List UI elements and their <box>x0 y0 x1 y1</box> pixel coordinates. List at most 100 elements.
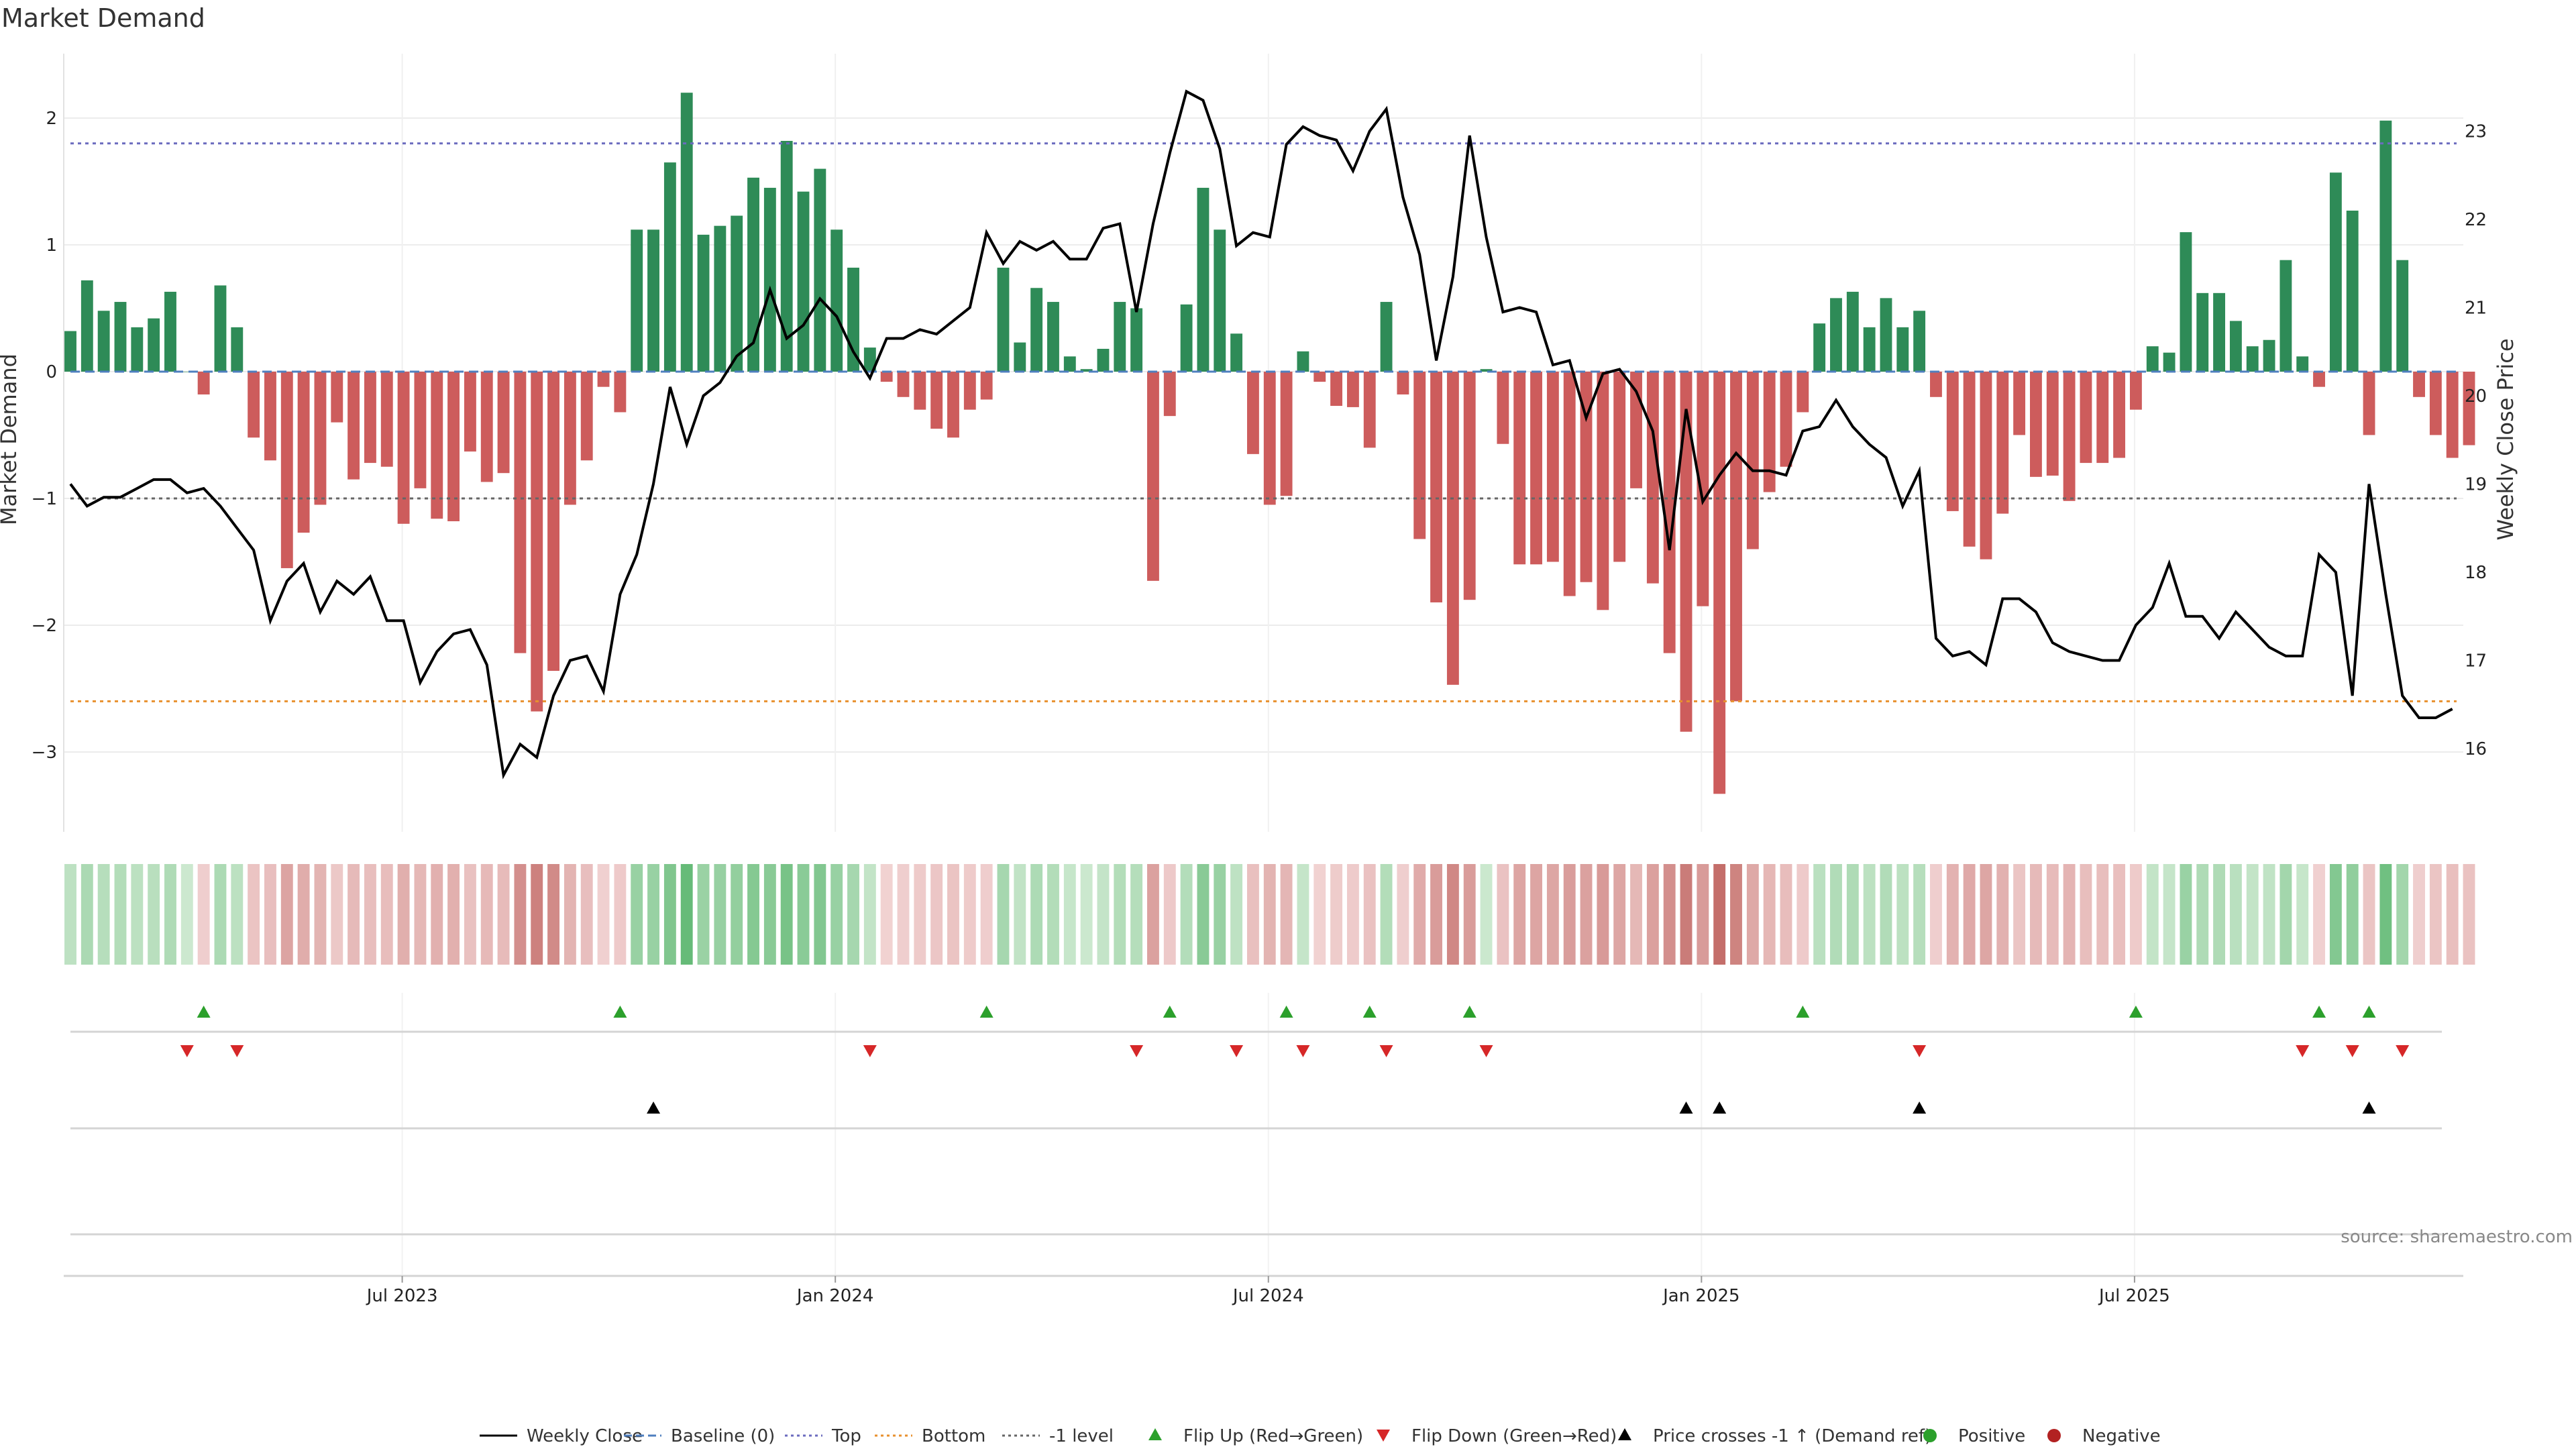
heat-cell <box>631 864 643 965</box>
demand-bar <box>2146 346 2159 372</box>
heat-cell <box>1397 864 1409 965</box>
demand-bar <box>231 327 244 372</box>
legend-label: Bottom <box>922 1426 985 1446</box>
signal-markers <box>70 1006 2442 1236</box>
demand-bar <box>1697 372 1709 606</box>
demand-bar <box>2229 321 2242 372</box>
demand-bar <box>1630 372 1642 488</box>
heat-cell <box>2413 864 2425 965</box>
y-axis-right-label: Weekly Close Price <box>2493 338 2518 540</box>
flip-up-marker <box>1462 1006 1477 1018</box>
demand-bar <box>380 372 393 467</box>
demand-bar <box>1713 372 1726 794</box>
demand-bar <box>830 229 843 372</box>
heat-cell <box>314 864 327 965</box>
heat-cell <box>1980 864 1992 965</box>
demand-bar <box>1646 372 1659 584</box>
demand-bar <box>64 331 76 372</box>
heat-cell <box>814 864 826 965</box>
legend-swatch-triangle-up <box>1618 1428 1631 1440</box>
heat-cell <box>347 864 360 965</box>
heat-cell <box>1313 864 1326 965</box>
demand-bar <box>2046 372 2059 476</box>
heat-cell <box>980 864 993 965</box>
heat-cell <box>663 864 676 965</box>
demand-bar <box>80 280 93 372</box>
heat-cell <box>1163 864 1176 965</box>
heat-cell <box>231 864 244 965</box>
y-right-tick-label: 18 <box>2465 563 2487 583</box>
demand-bar <box>148 318 160 372</box>
demand-bar <box>1830 298 1842 372</box>
heat-cell <box>1680 864 1693 965</box>
demand-bar <box>1047 302 1059 372</box>
y-right-tick-label: 20 <box>2465 386 2487 407</box>
demand-bar <box>447 372 460 522</box>
demand-bar <box>980 372 993 400</box>
demand-bar <box>397 372 410 524</box>
y-left-tick-label: −1 <box>32 489 57 509</box>
demand-bar <box>1746 372 1759 549</box>
demand-bar <box>1863 327 1876 372</box>
demand-bar <box>1946 372 1959 511</box>
demand-bar <box>2329 172 2342 372</box>
legend: Weekly Close Baseline (0) Top Bottom -1 leve… <box>480 1426 2161 1446</box>
demand-bar <box>1180 304 1193 372</box>
grid-layer <box>64 54 2463 1275</box>
demand-bar <box>2213 292 2226 372</box>
y-left-tick-label: 1 <box>46 235 57 256</box>
demand-bar <box>2080 372 2092 464</box>
legend-swatch-dot <box>1923 1429 1937 1442</box>
heat-cell <box>180 864 193 965</box>
chart-title: Market Demand <box>1 3 205 33</box>
x-tick-label: Jan 2025 <box>1662 1286 1740 1306</box>
demand-bar <box>897 372 910 397</box>
heat-cell <box>1263 864 1276 965</box>
demand-bar <box>331 372 343 423</box>
flip-up-marker <box>1279 1006 1293 1018</box>
demand-bar <box>963 372 976 410</box>
demand-bar <box>1313 372 1326 382</box>
flip-down-marker <box>2296 1045 2310 1057</box>
demand-bar <box>1263 372 1276 505</box>
demand-bar <box>614 372 627 413</box>
demand-bar <box>2363 372 2375 435</box>
heat-cell <box>1430 864 1442 965</box>
heat-cell <box>763 864 776 965</box>
demand-bar <box>1130 308 1143 372</box>
demand-bar <box>997 268 1010 372</box>
demand-bar <box>1463 372 1476 600</box>
demand-bar <box>2379 120 2392 372</box>
heat-cell <box>397 864 410 965</box>
heat-cell <box>1413 864 1426 965</box>
heat-cell <box>1030 864 1043 965</box>
y-right-tick-label: 17 <box>2465 651 2487 672</box>
demand-bar <box>1880 298 1892 372</box>
heat-cell <box>963 864 976 965</box>
demand-bar <box>663 162 676 372</box>
demand-bar <box>1963 372 1976 547</box>
heat-cell <box>1880 864 1892 965</box>
flip-up-marker <box>1362 1006 1377 1018</box>
y-right-tick-label: 23 <box>2465 122 2487 142</box>
heat-cell <box>1963 864 1976 965</box>
heat-cell <box>731 864 743 965</box>
source-credit: source: sharemaestro.com <box>2341 1227 2573 1247</box>
demand-bar <box>1780 372 1792 467</box>
heat-cell <box>148 864 160 965</box>
demand-bar <box>1297 351 1309 372</box>
legend-label: Baseline (0) <box>671 1426 775 1446</box>
heat-cell <box>64 864 76 965</box>
heat-cell <box>547 864 560 965</box>
demand-bar <box>297 372 310 533</box>
y-axis-left-label: Market Demand <box>0 354 21 525</box>
demand-bar <box>1663 372 1676 653</box>
heat-cell <box>847 864 859 965</box>
demand-bar <box>2113 372 2126 458</box>
demand-bar <box>1430 372 1442 602</box>
heat-cell <box>2030 864 2042 965</box>
demand-bar <box>1896 327 1909 372</box>
heat-cell <box>1713 864 1726 965</box>
y-left-tick-label: −2 <box>32 616 57 636</box>
demand-bar <box>414 372 427 488</box>
